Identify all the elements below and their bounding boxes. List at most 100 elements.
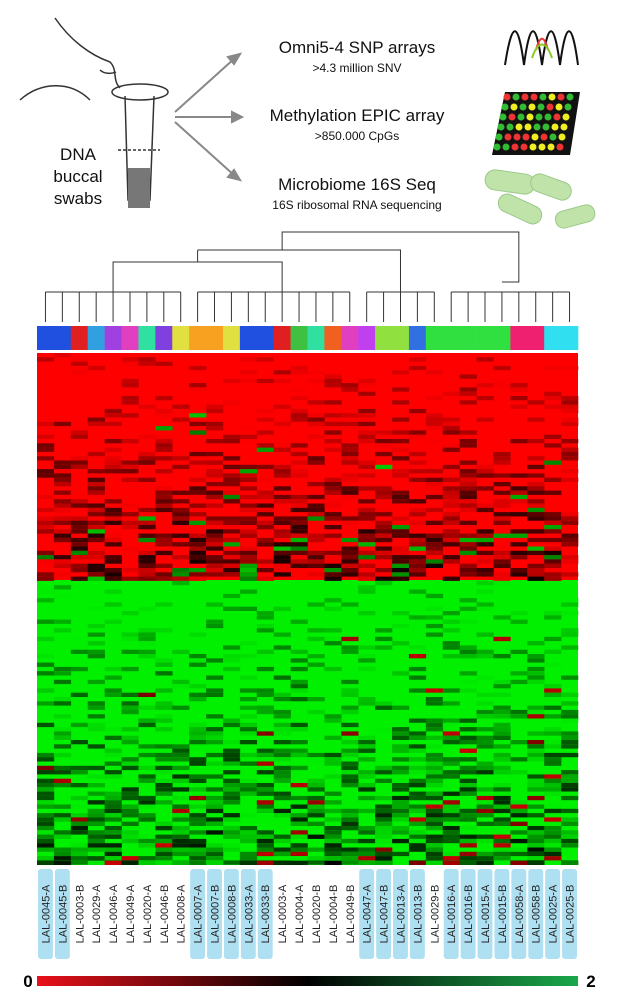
heatmap-cell [37, 843, 55, 848]
heatmap-cell [442, 856, 460, 861]
heatmap-cell [358, 460, 376, 465]
heatmap-cell [459, 757, 477, 762]
heatmap-cell [256, 447, 274, 452]
heatmap-cell [189, 722, 207, 728]
heatmap-cell [307, 572, 325, 577]
heatmap-cell [206, 568, 224, 573]
heatmap-cell [104, 752, 122, 758]
heatmap-cell [459, 834, 477, 839]
heatmap-cell [392, 795, 410, 801]
heatmap-cell [290, 365, 308, 371]
heatmap-cell [155, 662, 173, 667]
meth-dot [501, 103, 509, 111]
heatmap-cell [392, 826, 410, 831]
heatmap-cell [442, 447, 460, 452]
bacteria-icon [484, 169, 596, 229]
heatmap-cell [442, 774, 460, 779]
heatmap-cell [87, 774, 105, 779]
heatmap-cell [425, 370, 444, 375]
heatmap-cell [493, 722, 511, 728]
heatmap-cell [222, 722, 241, 728]
heatmap-cell [121, 632, 139, 637]
heatmap-cell [256, 654, 274, 659]
heatmap-cell [273, 520, 291, 525]
heatmap-cell [273, 727, 291, 732]
heatmap-cell [392, 499, 410, 504]
heatmap-cell [324, 774, 342, 779]
heatmap-cell [87, 679, 105, 685]
heatmap-cell [155, 778, 173, 783]
heatmap-cell [527, 482, 545, 487]
heatmap-cell [87, 576, 105, 581]
heatmap-cell [459, 748, 477, 753]
heatmap-cell [206, 692, 224, 697]
meth-dot [497, 123, 505, 131]
heatmap-cell [53, 559, 72, 564]
heatmap-cell [87, 817, 105, 822]
heatmap-cell [104, 413, 122, 418]
heatmap-cell [155, 800, 173, 805]
heatmap-cell [324, 843, 342, 848]
heatmap-cell [527, 757, 545, 762]
heatmap-cell [206, 735, 224, 740]
heatmap-cell [561, 770, 579, 775]
heatmap-cell [493, 533, 511, 538]
heatmap-cell [476, 856, 494, 861]
heatmap-cell [206, 804, 224, 809]
heatmap-cell [104, 727, 122, 732]
heatmap-cell [493, 821, 511, 826]
heatmap-cell [155, 572, 173, 577]
heatmap-cell [155, 426, 173, 431]
heatmap-cell [375, 628, 393, 633]
heatmap-cell [561, 602, 579, 607]
heatmap-cell [138, 628, 156, 633]
heatmap-cell [206, 439, 224, 444]
heatmap-cell [273, 722, 291, 728]
heatmap-cell [273, 701, 291, 706]
heatmap-cell [425, 722, 444, 728]
heatmap-cell [544, 576, 562, 581]
heatmap-cell [290, 408, 308, 414]
heatmap-cell [256, 512, 274, 517]
heatmap-cell [121, 830, 139, 835]
heatmap-cell [341, 709, 359, 715]
heatmap-cell [87, 783, 105, 788]
heatmap-cell [341, 413, 359, 418]
heatmap-cell [476, 473, 494, 478]
heatmap-cell [222, 654, 241, 659]
heatmap-cell [510, 499, 528, 504]
heatmap-cell [544, 615, 562, 620]
heatmap-cell [561, 477, 579, 482]
heatmap-cell [121, 460, 139, 465]
heatmap-cell [138, 860, 156, 865]
heatmap-cell [375, 529, 393, 534]
heatmap-cell [561, 417, 579, 422]
heatmap-cell [206, 572, 224, 577]
heatmap-cell [70, 692, 89, 697]
meth-dot [519, 103, 527, 111]
heatmap-cell [222, 787, 241, 792]
heatmap-cell [561, 735, 579, 740]
heatmap-cell [375, 636, 393, 642]
heatmap-cell [172, 838, 190, 844]
heatmap-cell [459, 482, 477, 487]
heatmap-cell [87, 800, 105, 805]
heatmap-cell [358, 808, 376, 814]
heatmap-cell [121, 611, 139, 616]
heatmap-cell [459, 550, 477, 556]
sample-label: LAL-0058-B [531, 885, 543, 944]
meth-dot [513, 133, 521, 141]
heatmap-cell [104, 791, 122, 796]
heatmap-cell [273, 464, 291, 470]
heatmap-cell [189, 537, 207, 543]
heatmap-cell [155, 443, 173, 448]
heatmap-cell [53, 628, 72, 633]
heatmap-cell [307, 654, 325, 659]
group-cell [273, 326, 291, 350]
heatmap-cell [104, 826, 122, 831]
heatmap-cell [459, 740, 477, 745]
heatmap-cell [358, 774, 376, 779]
heatmap-cell [341, 494, 359, 500]
heatmap-cell [544, 434, 562, 439]
heatmap-cell [307, 800, 325, 805]
